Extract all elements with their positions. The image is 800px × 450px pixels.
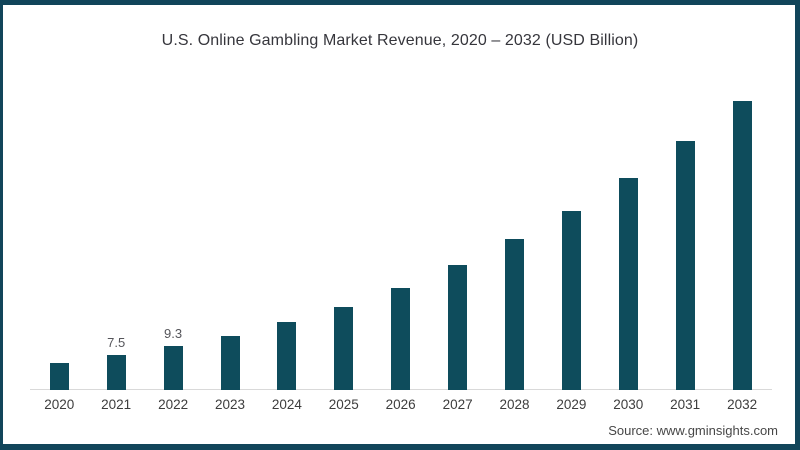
x-axis-label-2028: 2028 <box>499 397 530 412</box>
x-axis-label-2022: 2022 <box>158 397 189 412</box>
bar-2032 <box>732 101 752 390</box>
bar-2020 <box>49 363 69 390</box>
x-axis-label-2021: 2021 <box>101 397 132 412</box>
x-axis-label-2024: 2024 <box>271 397 302 412</box>
bar-2030 <box>618 178 638 390</box>
bar-2027 <box>448 265 468 390</box>
x-axis-label-2029: 2029 <box>556 397 587 412</box>
x-axis-label-2020: 2020 <box>44 397 75 412</box>
data-label-2022: 9.3 <box>164 326 183 341</box>
x-axis-label-2032: 2032 <box>727 397 758 412</box>
bar-2025 <box>334 307 354 390</box>
bar-2029 <box>561 211 581 390</box>
bar-2023 <box>220 336 240 390</box>
x-axis-label-2023: 2023 <box>214 397 246 412</box>
bar-2031 <box>675 141 695 390</box>
bar-2028 <box>505 239 524 390</box>
x-axis-label-2026: 2026 <box>385 397 416 412</box>
bar-2026 <box>391 288 411 390</box>
bar-2024 <box>277 322 297 390</box>
data-label-2021: 7.5 <box>107 335 126 350</box>
x-axis-label-2027: 2027 <box>442 397 473 412</box>
bar-2022 <box>163 346 183 390</box>
x-axis-label-2031: 2031 <box>670 397 701 412</box>
bar-2021 <box>106 355 126 390</box>
source-attribution: Source: www.gminsights.com <box>608 423 778 438</box>
x-axis-label-2025: 2025 <box>328 397 359 412</box>
x-axis-label-2030: 2030 <box>613 397 644 412</box>
chart-title: U.S. Online Gambling Market Revenue, 202… <box>161 32 639 49</box>
